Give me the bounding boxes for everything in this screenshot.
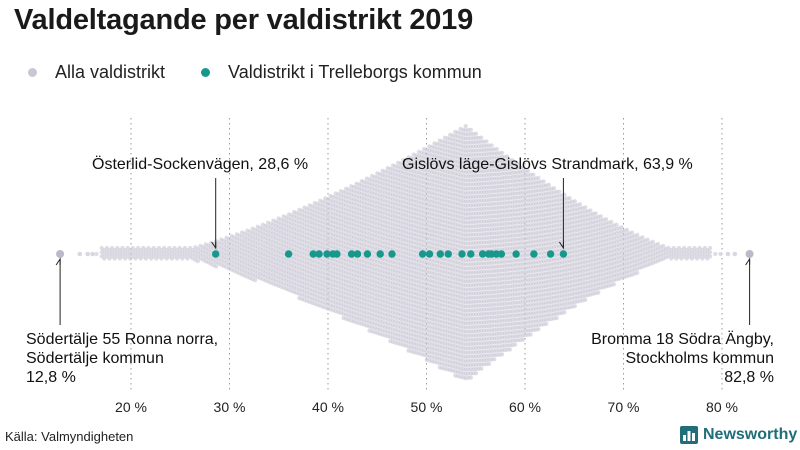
district-dot [474, 131, 479, 136]
district-dot [572, 304, 578, 309]
district-dot [557, 189, 562, 194]
district-dot [94, 251, 99, 257]
district-dot [484, 139, 489, 144]
legend-item-trelleborg: Valdistrikt i Trelleborgs kommun [201, 62, 482, 83]
district-dot [214, 264, 219, 269]
district-dot [505, 154, 510, 159]
district-dot [572, 199, 578, 204]
district-dot [544, 321, 549, 326]
district-dot [468, 127, 473, 132]
district-dot [528, 332, 533, 337]
district-dot [541, 179, 546, 184]
district-dot [546, 182, 552, 187]
legend-dot-trelleborg [201, 68, 211, 77]
all-districts-swarm [77, 124, 738, 381]
district-dot [479, 366, 484, 371]
legend-label-trelleborg: Valdistrikt i Trelleborgs kommun [228, 62, 482, 82]
district-dot [567, 196, 572, 201]
district-dot [492, 357, 497, 362]
district-dot [500, 352, 505, 357]
legend-label-all: Alla valdistrikt [55, 62, 166, 82]
district-dot [253, 278, 258, 283]
district-dot [474, 371, 479, 376]
district-dot [489, 143, 494, 148]
district-dot [526, 168, 531, 174]
district-dot [463, 124, 468, 129]
district-dot [515, 161, 520, 166]
district-dot [554, 315, 559, 321]
district-dot [520, 165, 526, 170]
district-dot [479, 135, 484, 140]
district-dot [507, 347, 512, 352]
district-dot [552, 186, 557, 191]
legend-dot-all [28, 68, 37, 77]
legend-item-all: Alla valdistrikt [28, 62, 165, 83]
district-dot [195, 259, 200, 264]
district-dot [520, 337, 526, 342]
legend: Alla valdistrikt Valdistrikt i Trellebor… [28, 62, 518, 83]
district-dot [531, 172, 536, 177]
district-dot [494, 147, 499, 152]
district-dot [468, 375, 473, 380]
district-dot [513, 342, 518, 347]
district-dot [536, 175, 541, 181]
chart-title: Valdeltagande per valdistrikt 2019 [14, 4, 474, 36]
district-dot [536, 327, 541, 332]
district-dot [562, 310, 567, 315]
district-dot [487, 361, 492, 366]
district-dot [510, 158, 515, 163]
district-dot [500, 150, 505, 155]
